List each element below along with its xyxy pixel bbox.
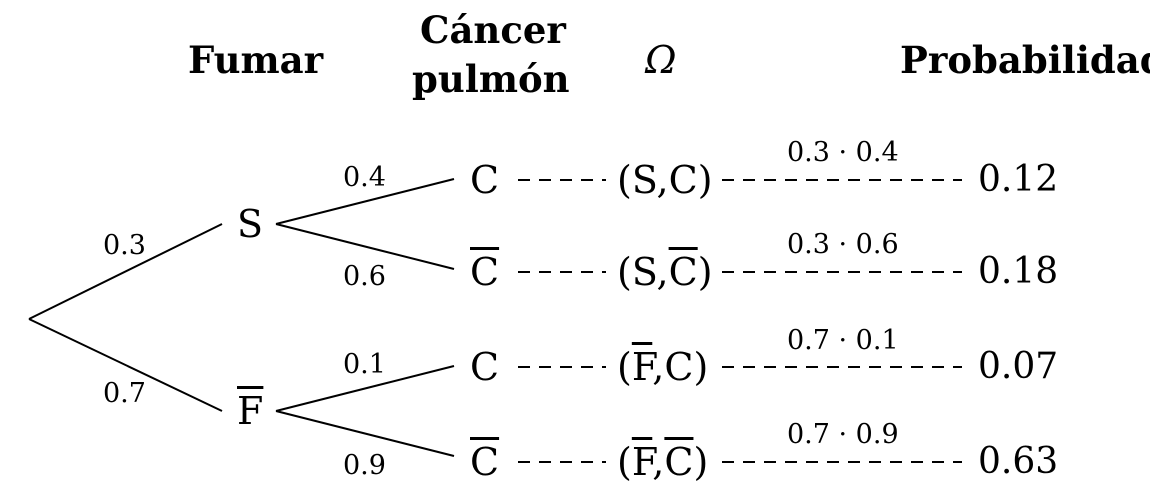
product-row2: 0.3 · 0.6 bbox=[787, 229, 899, 260]
outcome-first: F bbox=[631, 345, 653, 389]
result-row2: 0.18 bbox=[978, 251, 1059, 292]
product-row4: 0.7 · 0.9 bbox=[787, 419, 899, 450]
product-row3: 0.7 · 0.1 bbox=[787, 325, 899, 356]
paren-open: ( bbox=[617, 158, 632, 202]
prob-level2-f-c: 0.1 bbox=[343, 349, 386, 380]
node-c-row3: C bbox=[470, 345, 500, 389]
outcome-second: C bbox=[664, 345, 694, 389]
header-cancer-line1: Cáncer bbox=[420, 8, 566, 52]
prob-level1-s: 0.3 bbox=[103, 230, 146, 261]
comma: , bbox=[652, 440, 665, 484]
branch-line-s-notc bbox=[275, 223, 455, 270]
result-row3: 0.07 bbox=[978, 346, 1059, 387]
paren-close: ) bbox=[693, 440, 709, 484]
outcome-second: C bbox=[664, 440, 694, 484]
node-c-complement-row2: C bbox=[470, 250, 500, 294]
comma: , bbox=[656, 158, 669, 202]
node-c-complement-row4: C bbox=[470, 440, 500, 484]
prob-level2-f-notc: 0.9 bbox=[343, 450, 386, 481]
branch-line-root-s bbox=[28, 223, 223, 320]
branch-line-root-f bbox=[28, 318, 223, 412]
header-cancer-line2: pulmón bbox=[412, 57, 570, 101]
node-s: S bbox=[237, 202, 264, 246]
outcome-second: C bbox=[668, 158, 698, 202]
branch-line-f-notc bbox=[275, 410, 455, 457]
outcome-first: F bbox=[631, 440, 653, 484]
outcome-row3: (F,C) bbox=[617, 348, 708, 386]
branch-line-f-c bbox=[275, 365, 455, 412]
paren-open: ( bbox=[617, 345, 632, 389]
paren-close: ) bbox=[693, 345, 709, 389]
paren-open: ( bbox=[617, 440, 632, 484]
node-c-row1: C bbox=[470, 158, 500, 202]
outcome-row1: (S,C) bbox=[617, 161, 713, 199]
header-probabilidad: Probabilidad bbox=[900, 38, 1150, 82]
node-f-complement: F bbox=[237, 389, 264, 433]
outcome-second: C bbox=[668, 250, 698, 294]
header-fumar: Fumar bbox=[188, 38, 324, 82]
paren-close: ) bbox=[697, 250, 713, 294]
prob-level2-s-notc: 0.6 bbox=[343, 261, 386, 292]
outcome-first: S bbox=[631, 250, 657, 294]
paren-open: ( bbox=[617, 250, 632, 294]
comma: , bbox=[656, 250, 669, 294]
branch-line-s-c bbox=[275, 178, 455, 225]
result-row4: 0.63 bbox=[978, 441, 1059, 482]
result-row1: 0.12 bbox=[978, 159, 1059, 200]
comma: , bbox=[652, 345, 665, 389]
product-row1: 0.3 · 0.4 bbox=[787, 137, 899, 168]
header-omega: Ω bbox=[645, 38, 677, 82]
outcome-first: S bbox=[631, 158, 657, 202]
outcome-row2: (S,C) bbox=[617, 253, 713, 291]
outcome-row4: (F,C) bbox=[617, 443, 708, 481]
prob-level1-f: 0.7 bbox=[103, 378, 146, 409]
paren-close: ) bbox=[697, 158, 713, 202]
prob-level2-s-c: 0.4 bbox=[343, 162, 386, 193]
